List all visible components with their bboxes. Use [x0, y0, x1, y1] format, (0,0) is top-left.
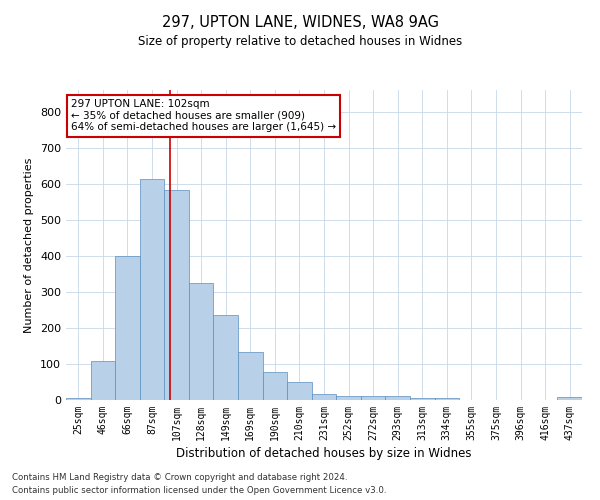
- Bar: [214, 316, 238, 400]
- Text: 297 UPTON LANE: 102sqm
← 35% of detached houses are smaller (909)
64% of semi-de: 297 UPTON LANE: 102sqm ← 35% of detached…: [71, 100, 336, 132]
- Text: Contains HM Land Registry data © Crown copyright and database right 2024.: Contains HM Land Registry data © Crown c…: [12, 474, 347, 482]
- Bar: [312, 394, 336, 400]
- Bar: [263, 372, 287, 400]
- Bar: [164, 190, 189, 400]
- Bar: [410, 398, 434, 400]
- Bar: [557, 398, 582, 400]
- Bar: [434, 398, 459, 400]
- Bar: [238, 352, 263, 400]
- Bar: [189, 283, 214, 400]
- Bar: [140, 179, 164, 400]
- Text: Contains public sector information licensed under the Open Government Licence v3: Contains public sector information licen…: [12, 486, 386, 495]
- Text: 297, UPTON LANE, WIDNES, WA8 9AG: 297, UPTON LANE, WIDNES, WA8 9AG: [161, 15, 439, 30]
- Bar: [91, 361, 115, 400]
- Bar: [361, 396, 385, 400]
- Bar: [66, 398, 91, 400]
- Bar: [336, 396, 361, 400]
- Y-axis label: Number of detached properties: Number of detached properties: [25, 158, 34, 332]
- Bar: [385, 396, 410, 400]
- Text: Size of property relative to detached houses in Widnes: Size of property relative to detached ho…: [138, 35, 462, 48]
- Bar: [287, 382, 312, 400]
- X-axis label: Distribution of detached houses by size in Widnes: Distribution of detached houses by size …: [176, 447, 472, 460]
- Bar: [115, 256, 140, 400]
